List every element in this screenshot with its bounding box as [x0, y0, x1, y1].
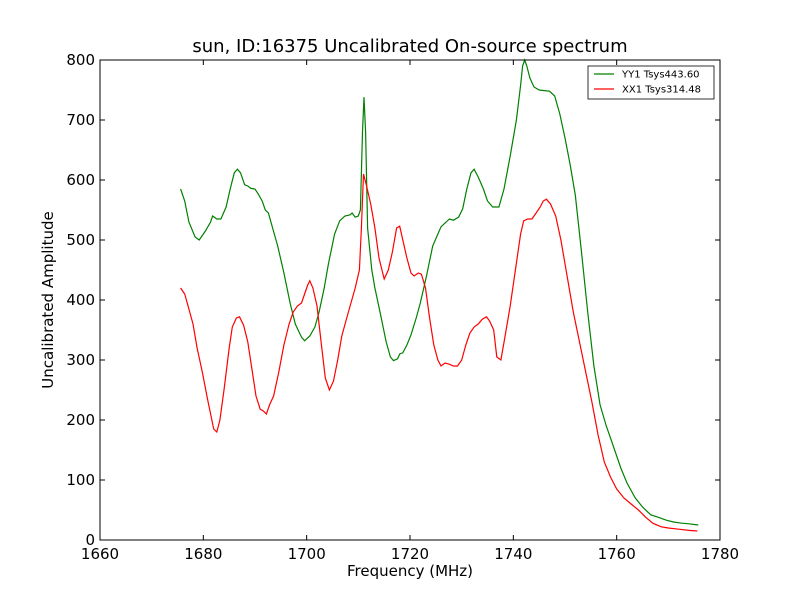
legend-box [587, 65, 715, 100]
series-line-1 [180, 58, 699, 526]
y-tick-label: 300 [66, 351, 95, 369]
x-tick-label: 1740 [494, 545, 532, 563]
legend: YY1 Tsys443.60 XX1 Tsys314.48 [587, 65, 715, 100]
y-tick-label: 100 [66, 471, 95, 489]
series-line-2 [180, 173, 698, 532]
x-tick-label: 1680 [184, 545, 222, 563]
x-tick-label: 1660 [81, 545, 119, 563]
chart-title: sun, ID:16375 Uncalibrated On-source spe… [192, 36, 627, 57]
y-tick-label: 700 [66, 111, 95, 129]
x-axis: 1660 1680 1700 1720 1740 1760 1780 [81, 60, 739, 563]
x-tick-label: 1780 [701, 545, 739, 563]
x-tick-label: 1720 [391, 545, 429, 563]
x-tick-label: 1760 [598, 545, 636, 563]
y-tick-label: 200 [66, 411, 95, 429]
y-tick-label: 500 [66, 231, 95, 249]
x-axis-label: Frequency (MHz) [347, 562, 473, 580]
y-tick-label: 0 [85, 531, 95, 549]
y-tick-label: 800 [66, 51, 95, 69]
y-tick-label: 600 [66, 171, 95, 189]
legend-label-1: YY1 Tsys443.60 [621, 70, 700, 81]
plot-area [180, 58, 699, 532]
legend-label-2: XX1 Tsys314.48 [622, 85, 701, 96]
y-axis: 0 100 200 300 400 500 600 700 800 [66, 51, 720, 549]
x-tick-label: 1700 [288, 545, 326, 563]
y-axis-label: Uncalibrated Amplitude [39, 211, 57, 388]
y-tick-label: 400 [66, 291, 95, 309]
